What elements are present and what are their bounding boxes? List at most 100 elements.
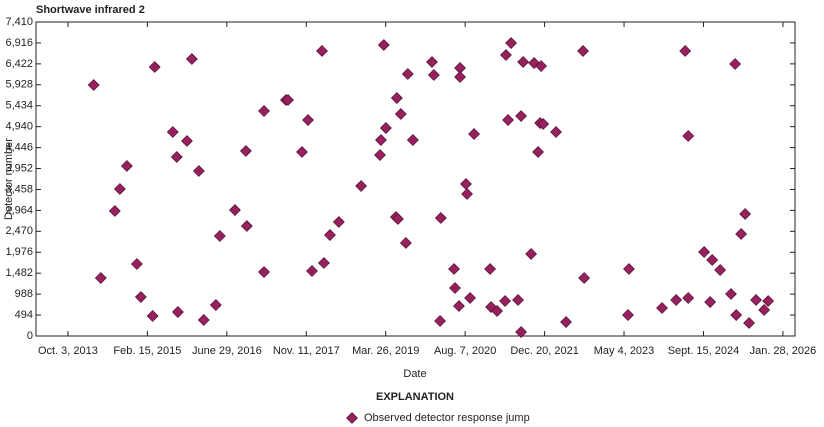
data-point: [401, 68, 414, 80]
y-tick-label: 5,434: [5, 100, 33, 112]
data-point: [454, 71, 466, 83]
data-point: [426, 56, 438, 68]
x-tick-label: Mar. 26, 2019: [352, 345, 419, 357]
data-point: [170, 151, 183, 163]
data-point: [502, 114, 514, 126]
y-tick-label: 988: [15, 288, 33, 300]
y-tick-label: 2,470: [5, 225, 33, 237]
data-point: [390, 92, 403, 104]
data-point: [762, 295, 775, 307]
y-tick-label: 4,940: [5, 121, 33, 133]
data-point: [296, 146, 308, 158]
data-point: [525, 248, 538, 260]
data-point: [515, 110, 528, 122]
data-point: [332, 216, 345, 228]
data-point: [679, 45, 692, 57]
x-tick-label: Nov. 11, 2017: [273, 345, 340, 357]
x-tick-label: Feb. 15, 2015: [113, 345, 181, 357]
data-point: [515, 326, 528, 338]
data-point: [192, 165, 205, 177]
x-tick-label: Dec. 20, 2021: [510, 345, 579, 357]
data-point: [434, 315, 446, 327]
data-point: [406, 134, 419, 146]
y-tick-label: 1,976: [5, 246, 33, 258]
y-tick-label: 7,410: [5, 16, 33, 28]
data-point: [743, 317, 756, 329]
chart-title: Shortwave infrared 2: [36, 4, 145, 16]
data-point: [120, 160, 133, 172]
data-point: [87, 79, 100, 91]
data-point: [512, 294, 524, 306]
data-point: [537, 118, 550, 130]
data-point: [148, 61, 161, 73]
legend-title: EXPLANATION: [376, 391, 454, 403]
x-tick-label: Aug. 7, 2020: [434, 345, 496, 357]
data-point: [464, 292, 477, 304]
data-point: [714, 264, 727, 276]
data-point: [725, 288, 737, 300]
data-point: [704, 296, 717, 308]
y-tick-label: 5,928: [5, 79, 33, 91]
x-axis-label: Date: [403, 368, 426, 380]
data-point: [499, 295, 511, 307]
data-point: [166, 126, 179, 138]
data-point: [316, 45, 328, 57]
data-point: [730, 309, 743, 321]
data-point: [560, 316, 572, 328]
data-point: [134, 291, 147, 303]
y-tick-label: 0: [27, 330, 33, 342]
data-point: [258, 266, 270, 278]
data-point: [517, 56, 530, 68]
data-point: [535, 60, 548, 72]
data-point: [239, 145, 252, 157]
data-point: [379, 122, 392, 134]
x-tick-label: Oct. 3, 2013: [38, 345, 98, 357]
y-tick-label: 3,458: [5, 183, 33, 195]
x-tick-label: Jan. 28, 2026: [750, 345, 817, 357]
data-point: [434, 212, 447, 224]
data-point: [306, 265, 318, 277]
y-axis-label: Detector number: [3, 138, 15, 220]
y-tick-label: 3,952: [5, 162, 33, 174]
data-point: [375, 134, 387, 146]
y-tick-label: 1,482: [5, 267, 33, 279]
data-point: [282, 94, 294, 106]
data-point: [623, 263, 635, 275]
plot-frame: [35, 21, 796, 337]
data-point: [374, 149, 386, 161]
data-point: [171, 306, 184, 318]
data-point: [108, 205, 121, 217]
data-point: [453, 300, 465, 312]
legend-marker: [346, 412, 358, 424]
x-tick-label: June 29, 2016: [192, 345, 262, 357]
data-point: [729, 58, 742, 70]
y-tick-label: 494: [15, 309, 33, 321]
data-point: [461, 188, 473, 200]
data-point: [146, 310, 159, 322]
data-point: [750, 294, 762, 306]
data-point: [460, 178, 472, 190]
data-point: [392, 213, 404, 225]
data-point: [578, 272, 591, 284]
data-point: [317, 257, 330, 269]
data-point: [355, 180, 368, 192]
data-point: [484, 263, 497, 275]
data-point: [505, 37, 517, 49]
data-point: [491, 305, 504, 317]
data-point: [468, 128, 480, 140]
data-point: [377, 39, 390, 51]
data-point: [113, 183, 126, 195]
data-point: [500, 49, 512, 61]
data-point: [735, 228, 748, 240]
data-point: [739, 208, 752, 220]
data-point: [550, 126, 562, 138]
data-point: [706, 254, 719, 266]
data-point: [758, 304, 771, 316]
data-point: [94, 272, 107, 284]
data-point: [682, 130, 695, 142]
data-point: [670, 294, 683, 306]
data-point: [130, 258, 143, 270]
y-tick-label: 6,916: [5, 37, 33, 49]
data-point: [213, 230, 226, 242]
